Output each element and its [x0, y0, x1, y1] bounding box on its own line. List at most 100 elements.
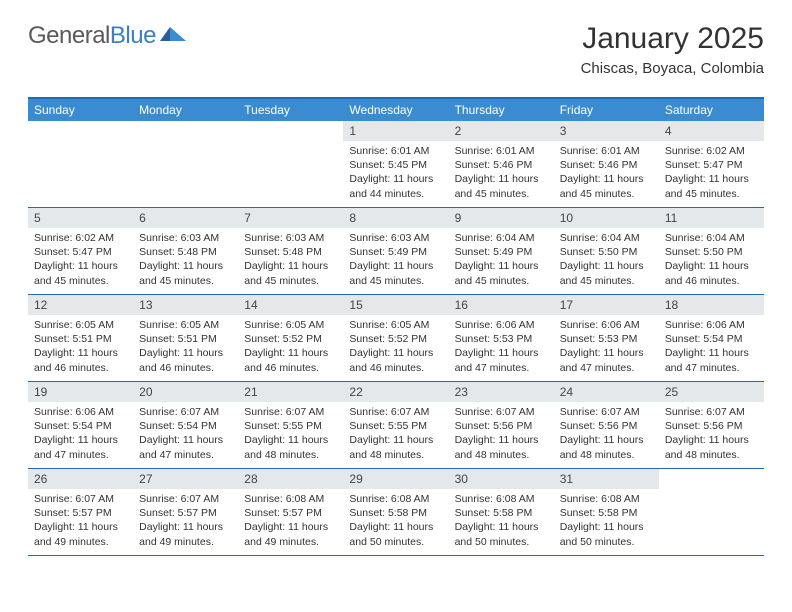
day-number: 20	[133, 382, 238, 402]
calendar-cell	[238, 121, 343, 207]
calendar-cell: 11Sunrise: 6:04 AMSunset: 5:50 PMDayligh…	[659, 208, 764, 294]
calendar-cell: 10Sunrise: 6:04 AMSunset: 5:50 PMDayligh…	[554, 208, 659, 294]
calendar-cell	[659, 469, 764, 555]
page-title: January 2025	[581, 22, 764, 56]
day-number: 26	[28, 469, 133, 489]
calendar-cell: 17Sunrise: 6:06 AMSunset: 5:53 PMDayligh…	[554, 295, 659, 381]
weekday-header: Saturday	[659, 99, 764, 121]
day-number: 27	[133, 469, 238, 489]
day-data: Sunrise: 6:06 AMSunset: 5:53 PMDaylight:…	[554, 315, 659, 381]
day-number: 30	[449, 469, 554, 489]
day-number: 1	[343, 121, 448, 141]
day-number: 28	[238, 469, 343, 489]
page: GeneralBlue January 2025 Chiscas, Boyaca…	[0, 0, 792, 556]
weekday-header: Monday	[133, 99, 238, 121]
day-number: 29	[343, 469, 448, 489]
calendar-cell: 12Sunrise: 6:05 AMSunset: 5:51 PMDayligh…	[28, 295, 133, 381]
day-data: Sunrise: 6:06 AMSunset: 5:54 PMDaylight:…	[659, 315, 764, 381]
day-number: 31	[554, 469, 659, 489]
day-number: 23	[449, 382, 554, 402]
day-data: Sunrise: 6:08 AMSunset: 5:57 PMDaylight:…	[238, 489, 343, 555]
day-data: Sunrise: 6:01 AMSunset: 5:45 PMDaylight:…	[343, 141, 448, 207]
calendar-cell: 25Sunrise: 6:07 AMSunset: 5:56 PMDayligh…	[659, 382, 764, 468]
day-data: Sunrise: 6:08 AMSunset: 5:58 PMDaylight:…	[449, 489, 554, 555]
day-data: Sunrise: 6:06 AMSunset: 5:54 PMDaylight:…	[28, 402, 133, 468]
day-data: Sunrise: 6:06 AMSunset: 5:53 PMDaylight:…	[449, 315, 554, 381]
calendar-cell: 13Sunrise: 6:05 AMSunset: 5:51 PMDayligh…	[133, 295, 238, 381]
calendar-cell: 28Sunrise: 6:08 AMSunset: 5:57 PMDayligh…	[238, 469, 343, 555]
day-number: 8	[343, 208, 448, 228]
weekday-header: Tuesday	[238, 99, 343, 121]
day-number: 16	[449, 295, 554, 315]
day-number: 18	[659, 295, 764, 315]
calendar-cell: 24Sunrise: 6:07 AMSunset: 5:56 PMDayligh…	[554, 382, 659, 468]
day-data: Sunrise: 6:03 AMSunset: 5:48 PMDaylight:…	[238, 228, 343, 294]
weeks-container: 1Sunrise: 6:01 AMSunset: 5:45 PMDaylight…	[28, 121, 764, 556]
calendar-cell: 6Sunrise: 6:03 AMSunset: 5:48 PMDaylight…	[133, 208, 238, 294]
calendar-cell: 29Sunrise: 6:08 AMSunset: 5:58 PMDayligh…	[343, 469, 448, 555]
header: GeneralBlue January 2025 Chiscas, Boyaca…	[28, 22, 764, 77]
day-number: 12	[28, 295, 133, 315]
weekday-header-row: SundayMondayTuesdayWednesdayThursdayFrid…	[28, 99, 764, 121]
day-number: 14	[238, 295, 343, 315]
day-data: Sunrise: 6:07 AMSunset: 5:56 PMDaylight:…	[554, 402, 659, 468]
weekday-header: Friday	[554, 99, 659, 121]
day-data: Sunrise: 6:03 AMSunset: 5:48 PMDaylight:…	[133, 228, 238, 294]
calendar-cell: 19Sunrise: 6:06 AMSunset: 5:54 PMDayligh…	[28, 382, 133, 468]
day-data: Sunrise: 6:05 AMSunset: 5:52 PMDaylight:…	[238, 315, 343, 381]
day-data: Sunrise: 6:01 AMSunset: 5:46 PMDaylight:…	[554, 141, 659, 207]
day-number: 9	[449, 208, 554, 228]
calendar-cell: 15Sunrise: 6:05 AMSunset: 5:52 PMDayligh…	[343, 295, 448, 381]
week-row: 1Sunrise: 6:01 AMSunset: 5:45 PMDaylight…	[28, 121, 764, 208]
calendar-cell: 27Sunrise: 6:07 AMSunset: 5:57 PMDayligh…	[133, 469, 238, 555]
weekday-header: Wednesday	[343, 99, 448, 121]
logo-text: GeneralBlue	[28, 22, 156, 50]
day-data: Sunrise: 6:07 AMSunset: 5:55 PMDaylight:…	[238, 402, 343, 468]
calendar-cell: 26Sunrise: 6:07 AMSunset: 5:57 PMDayligh…	[28, 469, 133, 555]
calendar-cell: 2Sunrise: 6:01 AMSunset: 5:46 PMDaylight…	[449, 121, 554, 207]
calendar-cell: 3Sunrise: 6:01 AMSunset: 5:46 PMDaylight…	[554, 121, 659, 207]
calendar-cell: 21Sunrise: 6:07 AMSunset: 5:55 PMDayligh…	[238, 382, 343, 468]
page-subtitle: Chiscas, Boyaca, Colombia	[581, 60, 764, 77]
weekday-header: Thursday	[449, 99, 554, 121]
day-number: 25	[659, 382, 764, 402]
calendar-cell: 18Sunrise: 6:06 AMSunset: 5:54 PMDayligh…	[659, 295, 764, 381]
calendar-cell: 16Sunrise: 6:06 AMSunset: 5:53 PMDayligh…	[449, 295, 554, 381]
calendar-cell	[133, 121, 238, 207]
calendar-cell: 7Sunrise: 6:03 AMSunset: 5:48 PMDaylight…	[238, 208, 343, 294]
day-number: 3	[554, 121, 659, 141]
day-data: Sunrise: 6:07 AMSunset: 5:56 PMDaylight:…	[449, 402, 554, 468]
day-number: 22	[343, 382, 448, 402]
day-number: 21	[238, 382, 343, 402]
day-number: 17	[554, 295, 659, 315]
day-data: Sunrise: 6:01 AMSunset: 5:46 PMDaylight:…	[449, 141, 554, 207]
logo-mark-icon	[160, 23, 186, 41]
week-row: 19Sunrise: 6:06 AMSunset: 5:54 PMDayligh…	[28, 382, 764, 469]
calendar-cell: 20Sunrise: 6:07 AMSunset: 5:54 PMDayligh…	[133, 382, 238, 468]
day-number: 4	[659, 121, 764, 141]
calendar-cell: 5Sunrise: 6:02 AMSunset: 5:47 PMDaylight…	[28, 208, 133, 294]
calendar-cell: 23Sunrise: 6:07 AMSunset: 5:56 PMDayligh…	[449, 382, 554, 468]
day-number: 6	[133, 208, 238, 228]
weekday-header: Sunday	[28, 99, 133, 121]
calendar-cell: 9Sunrise: 6:04 AMSunset: 5:49 PMDaylight…	[449, 208, 554, 294]
calendar-cell: 31Sunrise: 6:08 AMSunset: 5:58 PMDayligh…	[554, 469, 659, 555]
calendar-cell	[28, 121, 133, 207]
day-data: Sunrise: 6:07 AMSunset: 5:57 PMDaylight:…	[28, 489, 133, 555]
calendar-cell: 30Sunrise: 6:08 AMSunset: 5:58 PMDayligh…	[449, 469, 554, 555]
day-data: Sunrise: 6:04 AMSunset: 5:50 PMDaylight:…	[659, 228, 764, 294]
calendar-cell: 8Sunrise: 6:03 AMSunset: 5:49 PMDaylight…	[343, 208, 448, 294]
week-row: 5Sunrise: 6:02 AMSunset: 5:47 PMDaylight…	[28, 208, 764, 295]
day-data: Sunrise: 6:05 AMSunset: 5:51 PMDaylight:…	[28, 315, 133, 381]
day-data: Sunrise: 6:07 AMSunset: 5:56 PMDaylight:…	[659, 402, 764, 468]
calendar-cell: 14Sunrise: 6:05 AMSunset: 5:52 PMDayligh…	[238, 295, 343, 381]
day-data: Sunrise: 6:03 AMSunset: 5:49 PMDaylight:…	[343, 228, 448, 294]
week-row: 12Sunrise: 6:05 AMSunset: 5:51 PMDayligh…	[28, 295, 764, 382]
day-number: 2	[449, 121, 554, 141]
week-row: 26Sunrise: 6:07 AMSunset: 5:57 PMDayligh…	[28, 469, 764, 556]
day-data: Sunrise: 6:04 AMSunset: 5:50 PMDaylight:…	[554, 228, 659, 294]
day-data: Sunrise: 6:08 AMSunset: 5:58 PMDaylight:…	[554, 489, 659, 555]
day-data: Sunrise: 6:05 AMSunset: 5:51 PMDaylight:…	[133, 315, 238, 381]
day-number: 10	[554, 208, 659, 228]
title-block: January 2025 Chiscas, Boyaca, Colombia	[581, 22, 764, 77]
